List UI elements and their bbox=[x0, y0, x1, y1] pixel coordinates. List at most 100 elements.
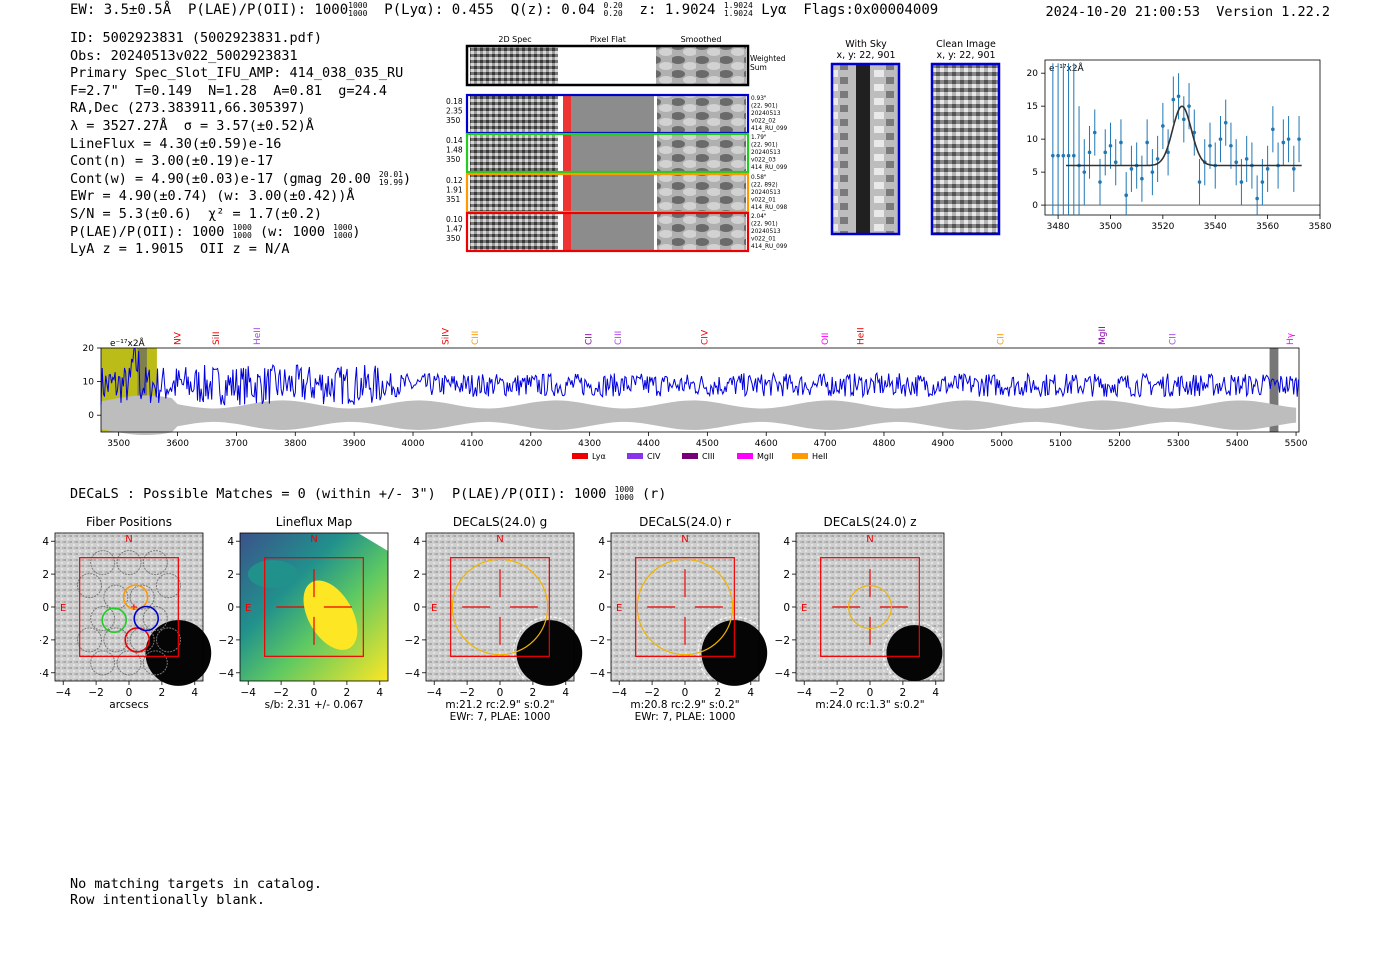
fiber-blue bbox=[133, 605, 160, 632]
fit-xtick-label: 3520 bbox=[1151, 222, 1174, 232]
decals-ytick-label: 2 bbox=[227, 569, 234, 581]
compass-north: N bbox=[866, 534, 873, 545]
fit-data-point bbox=[1103, 150, 1108, 155]
fit-data-point bbox=[1244, 157, 1249, 161]
decals-panel-title: DECaLS(24.0) g bbox=[453, 515, 547, 529]
spectral-line-marker: CIV bbox=[700, 329, 710, 345]
fit-ytick-label: 10 bbox=[1027, 135, 1039, 145]
fiber-footprint bbox=[77, 627, 103, 653]
fit-data-point bbox=[1234, 160, 1238, 165]
catalog-note-1: No matching targets in catalog. bbox=[70, 876, 322, 892]
fit-data-point bbox=[1124, 193, 1128, 198]
match-radius-circle bbox=[451, 558, 549, 656]
fiber-right-info: (22, 892) bbox=[751, 183, 778, 189]
fit-ytick-label: 5 bbox=[1032, 168, 1038, 178]
lineflux-blob bbox=[303, 580, 358, 650]
decals-xtick-label: 0 bbox=[311, 687, 318, 699]
fiber-smoothed bbox=[657, 174, 746, 212]
decals-panel-title: DECaLS(24.0) z bbox=[823, 515, 916, 529]
decals-xtick-label: −2 bbox=[273, 687, 288, 699]
fiber-right-info: v022_01 bbox=[751, 198, 776, 204]
decals-xtick-label: −4 bbox=[240, 687, 256, 699]
compass-east: E bbox=[431, 603, 437, 614]
fit-ylabel: e⁻¹⁷x2Å bbox=[1049, 62, 1085, 74]
fiber-right-info: 414_RU_098 bbox=[751, 205, 788, 211]
decals-xtick-label: 4 bbox=[376, 687, 383, 699]
info-radec: RA,Dec (273.383911,66.305397) bbox=[70, 100, 306, 117]
fit-data-point bbox=[1072, 153, 1076, 158]
compass-north: N bbox=[310, 534, 317, 545]
fiber-flat-edge bbox=[563, 95, 571, 133]
fit-data-point bbox=[1056, 153, 1060, 158]
decals-xtick-label: −4 bbox=[796, 687, 812, 699]
legend-swatch bbox=[682, 453, 698, 459]
decals-panel-title: Fiber Positions bbox=[86, 515, 172, 529]
legend-label: CIII bbox=[702, 452, 715, 461]
fiber-right-info: 1.79" bbox=[751, 135, 767, 141]
fit-data-point bbox=[1061, 153, 1066, 158]
search-box bbox=[820, 557, 920, 657]
fiber-pixelflat bbox=[571, 95, 655, 133]
legend-label: CIV bbox=[647, 452, 661, 461]
spectrum-xtick-label: 4800 bbox=[873, 439, 896, 449]
spectral-line-marker: OII bbox=[821, 333, 831, 345]
decals-xtick-label: −2 bbox=[459, 687, 474, 699]
fiber-left-stat: 350 bbox=[446, 234, 461, 243]
fiber-right-info: 0.58" bbox=[751, 175, 767, 181]
fiber-green bbox=[101, 607, 127, 633]
with-sky-coords: x, y: 22, 901 bbox=[836, 50, 895, 61]
decals-xtick-label: −4 bbox=[611, 687, 627, 699]
header-summary: EW: 3.5±0.5Å P(LAE)/P(OII): 10001000 1000… bbox=[70, 1, 939, 19]
compass-east: E bbox=[60, 603, 66, 614]
decals-panel: DECaLS(24.0) z N E −4 −4 −2 −2 0 0 2 2 4 4 m:24.0 rc:… bbox=[775, 515, 947, 711]
spectrum-xtick-label: 4900 bbox=[931, 439, 954, 449]
decals-panel: DECaLS(24.0) r N E −4 −4 −2 −2 0 0 2 2 4 4 m:20.8 rc:… bbox=[590, 515, 772, 723]
fiber-flat-gap bbox=[654, 95, 657, 133]
decals-ytick-label: −4 bbox=[775, 668, 791, 680]
fiber-right-info: 414_RU_099 bbox=[751, 165, 788, 171]
spectral-line-marker: Hγ bbox=[1286, 332, 1296, 345]
fit-xtick-label: 3500 bbox=[1099, 222, 1122, 232]
fit-data-point bbox=[1161, 124, 1165, 128]
fit-data-point bbox=[1182, 117, 1186, 122]
fit-xtick-label: 3560 bbox=[1256, 222, 1279, 232]
decals-xtick-label: 0 bbox=[126, 687, 133, 699]
spectral-line-marker: CII bbox=[584, 333, 594, 345]
info-lambda: λ = 3527.27Å σ = 3.57(±0.52)Å bbox=[70, 117, 314, 134]
decals-xlabel: m:24.0 rc:1.3" s:0.2" bbox=[815, 699, 924, 711]
decals-ytick-label: 4 bbox=[42, 536, 49, 548]
fit-xtick-label: 3480 bbox=[1047, 222, 1070, 232]
decals-panel-title: DECaLS(24.0) r bbox=[639, 515, 731, 529]
catalog-notes: No matching targets in catalog. Row inte… bbox=[70, 876, 322, 908]
fiber-right-info: 20240513 bbox=[751, 150, 781, 156]
fiber-right-info: v022_01 bbox=[751, 237, 776, 243]
fiber-right-info: 20240513 bbox=[751, 111, 781, 117]
spectrum-xtick-label: 5100 bbox=[1049, 439, 1072, 449]
fiber-smoothed bbox=[657, 134, 746, 172]
decals-ytick-label: 0 bbox=[42, 602, 49, 614]
fit-data-point bbox=[1292, 167, 1296, 171]
decals-xtick-label: −4 bbox=[55, 687, 71, 699]
fiber-footprint bbox=[90, 606, 116, 632]
fit-data-point bbox=[1129, 167, 1134, 171]
spectral-line-marker: HeII bbox=[253, 327, 263, 345]
info-contn: Cont(n) = 3.00(±0.19)e-17 bbox=[70, 153, 274, 170]
fiber-2dspec bbox=[470, 95, 558, 133]
fit-data-point bbox=[1155, 157, 1160, 161]
fiber-flat-gap bbox=[654, 213, 657, 251]
decals-xtick-label: 0 bbox=[682, 687, 689, 699]
fiber-flat-edge bbox=[563, 174, 571, 212]
lya-center-band bbox=[137, 348, 147, 432]
fiber-right-info: v022_03 bbox=[751, 158, 776, 164]
match-radius-circle bbox=[848, 585, 892, 629]
decals-xtick-label: 2 bbox=[900, 687, 907, 699]
weighted-label-1: Weighted bbox=[750, 54, 786, 63]
decals-ytick-label: 2 bbox=[783, 569, 790, 581]
fit-data-point bbox=[1098, 180, 1102, 184]
legend-swatch bbox=[737, 453, 753, 459]
spectrum-xtick-label: 4200 bbox=[519, 439, 542, 449]
decals-panels: Fiber Positions + N E −4 −4 −2 −2 0 0 2 2 4 4 arcsecs L… bbox=[40, 515, 947, 723]
